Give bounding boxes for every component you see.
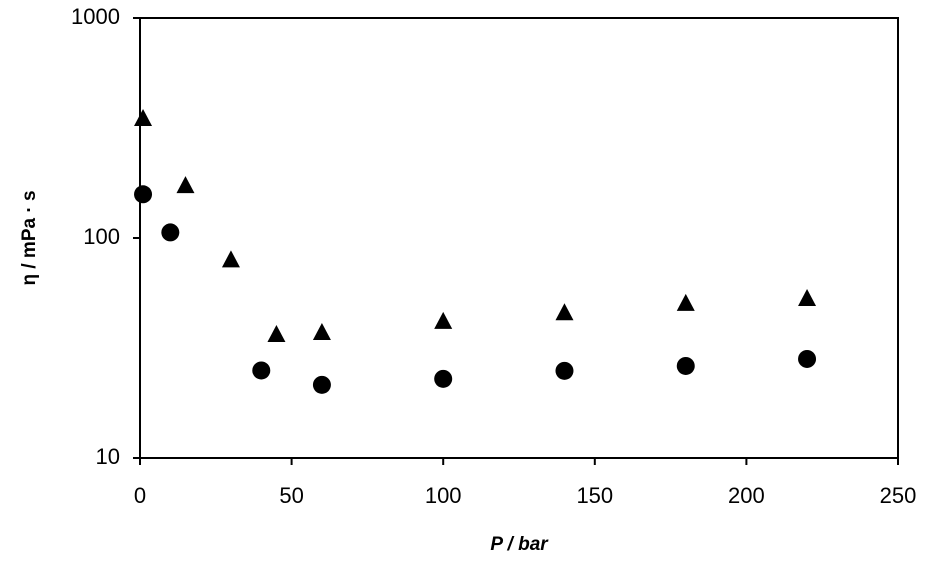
triangle-point bbox=[176, 176, 195, 194]
triangle-point bbox=[134, 109, 153, 127]
triangle-point bbox=[676, 293, 695, 311]
triangle-point bbox=[312, 322, 331, 340]
x-tick-label: 50 bbox=[279, 483, 303, 508]
x-axis-title: P / bar bbox=[490, 534, 549, 555]
circle-point bbox=[798, 349, 817, 368]
triangle-point bbox=[267, 325, 286, 343]
triangle-point bbox=[555, 303, 574, 321]
x-tick-label: 100 bbox=[425, 483, 462, 508]
circle-point bbox=[434, 369, 453, 388]
triangle-point bbox=[434, 311, 453, 329]
circle-point bbox=[312, 375, 331, 394]
y-tick-label: 1000 bbox=[71, 4, 120, 29]
y-axis-title: η / mPa · s bbox=[19, 190, 40, 285]
circle-point bbox=[555, 361, 574, 380]
triangle-point bbox=[221, 250, 240, 268]
y-tick-label: 10 bbox=[96, 444, 120, 469]
circle-point bbox=[134, 185, 153, 204]
y-tick-label: 100 bbox=[83, 224, 120, 249]
x-tick-label: 200 bbox=[728, 483, 765, 508]
circle-point bbox=[161, 223, 180, 242]
circle-point bbox=[676, 356, 695, 375]
triangle-point bbox=[798, 288, 817, 306]
x-tick-label: 150 bbox=[576, 483, 613, 508]
x-tick-label: 0 bbox=[134, 483, 146, 508]
plot-frame bbox=[139, 17, 899, 459]
x-tick-label: 250 bbox=[880, 483, 917, 508]
circle-point bbox=[252, 361, 271, 380]
